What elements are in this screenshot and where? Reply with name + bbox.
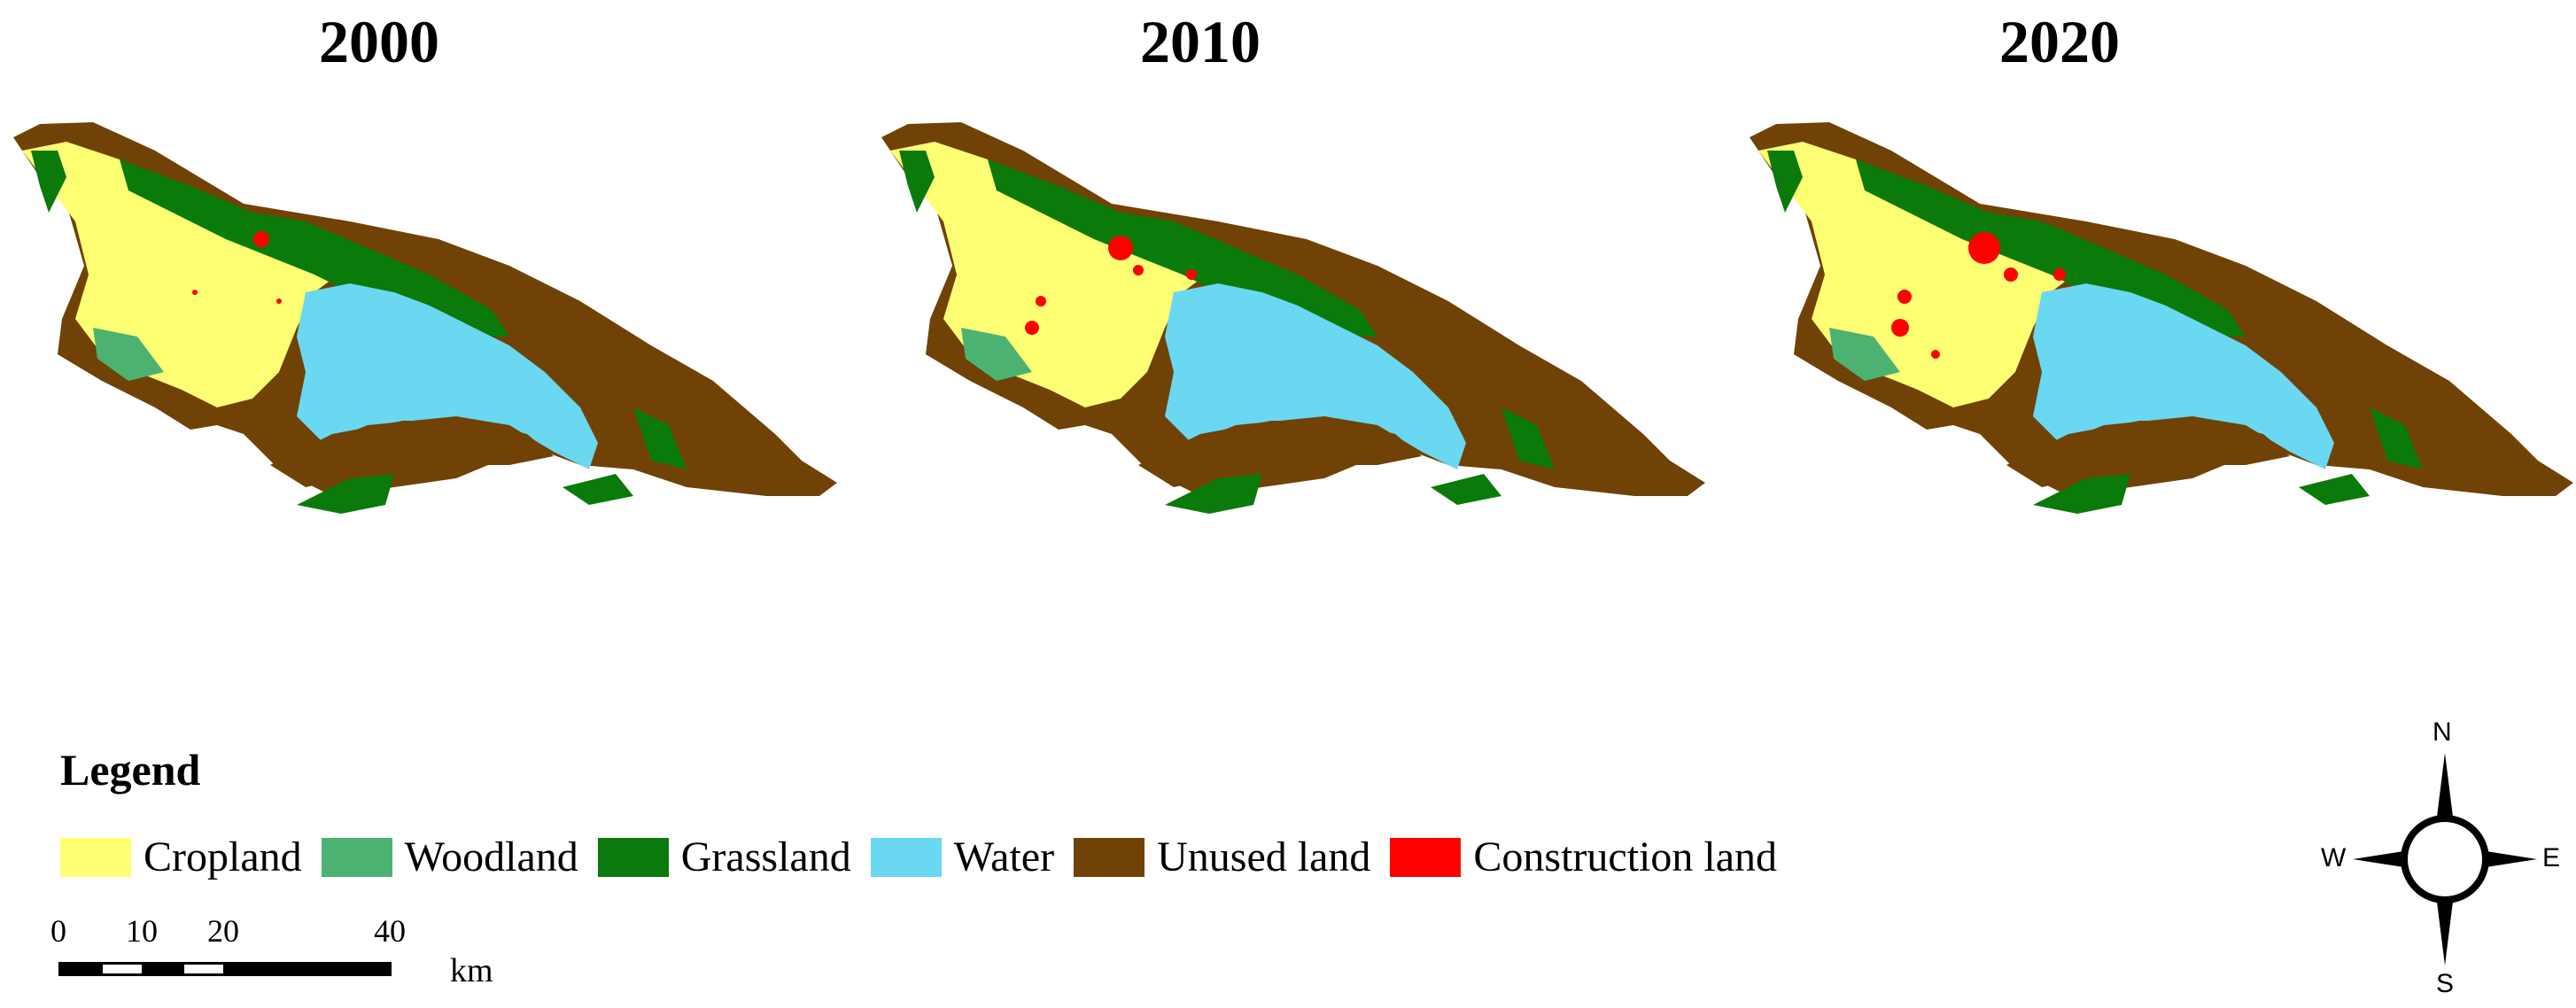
swatch-water: [870, 837, 942, 877]
land-use-map-2000: [13, 122, 837, 514]
map-title-2020: 2020: [1999, 8, 2120, 75]
scale-segment: [100, 962, 144, 976]
north-arrow: N S W E: [2321, 717, 2569, 1001]
legend-item-woodland: Woodland: [321, 833, 578, 881]
legend-label: Unused land: [1157, 834, 1371, 880]
legend-item-unused-land: Unused land: [1074, 833, 1370, 881]
compass-east-label: E: [2542, 843, 2561, 872]
construction-land-patch: [1968, 232, 2000, 264]
scale-segment: [182, 962, 226, 976]
map-title-2010: 2010: [1140, 8, 1261, 75]
swatch-construction-land: [1390, 837, 1462, 877]
legend-item-grassland: Grassland: [597, 833, 851, 881]
scale-segment: [58, 962, 103, 976]
compass-north-label: N: [2432, 717, 2452, 747]
map-title-2000: 2000: [319, 8, 439, 75]
compass-rose-icon: [2353, 753, 2537, 965]
legend-label: Construction land: [1473, 834, 1778, 880]
scale-tick-label: 20: [207, 913, 239, 949]
compass-south-label: S: [2436, 969, 2455, 998]
legend-item-construction-land: Construction land: [1390, 833, 1777, 881]
land-use-map-2020: [1750, 122, 2573, 514]
scale-tick-label: 0: [50, 913, 66, 949]
construction-land-patch: [1108, 236, 1133, 260]
legend-label: Grassland: [680, 834, 851, 880]
legend-item-cropland: Cropland: [60, 833, 302, 881]
scale-segment: [142, 962, 184, 976]
scale-tick-label: 10: [126, 913, 158, 949]
scale-segment: [223, 962, 392, 976]
legend: Cropland Woodland Grassland Water Unused…: [60, 833, 1796, 881]
legend-label: Water: [953, 834, 1055, 880]
construction-land-patch: [253, 231, 269, 247]
legend-label: Woodland: [404, 834, 578, 880]
legend-label: Cropland: [144, 834, 302, 880]
swatch-grassland: [597, 837, 669, 877]
scale-tick-label: 40: [374, 913, 406, 949]
swatch-cropland: [60, 837, 131, 877]
compass-west-label: W: [2321, 843, 2347, 872]
land-use-map-2010: [881, 122, 1705, 514]
legend-title: Legend: [60, 745, 201, 795]
legend-item-water: Water: [870, 833, 1055, 881]
swatch-woodland: [321, 837, 392, 877]
swatch-unused-land: [1074, 837, 1145, 877]
scale-unit: km: [450, 952, 493, 989]
scale-bar: 0 10 20 40 km: [50, 912, 514, 1001]
